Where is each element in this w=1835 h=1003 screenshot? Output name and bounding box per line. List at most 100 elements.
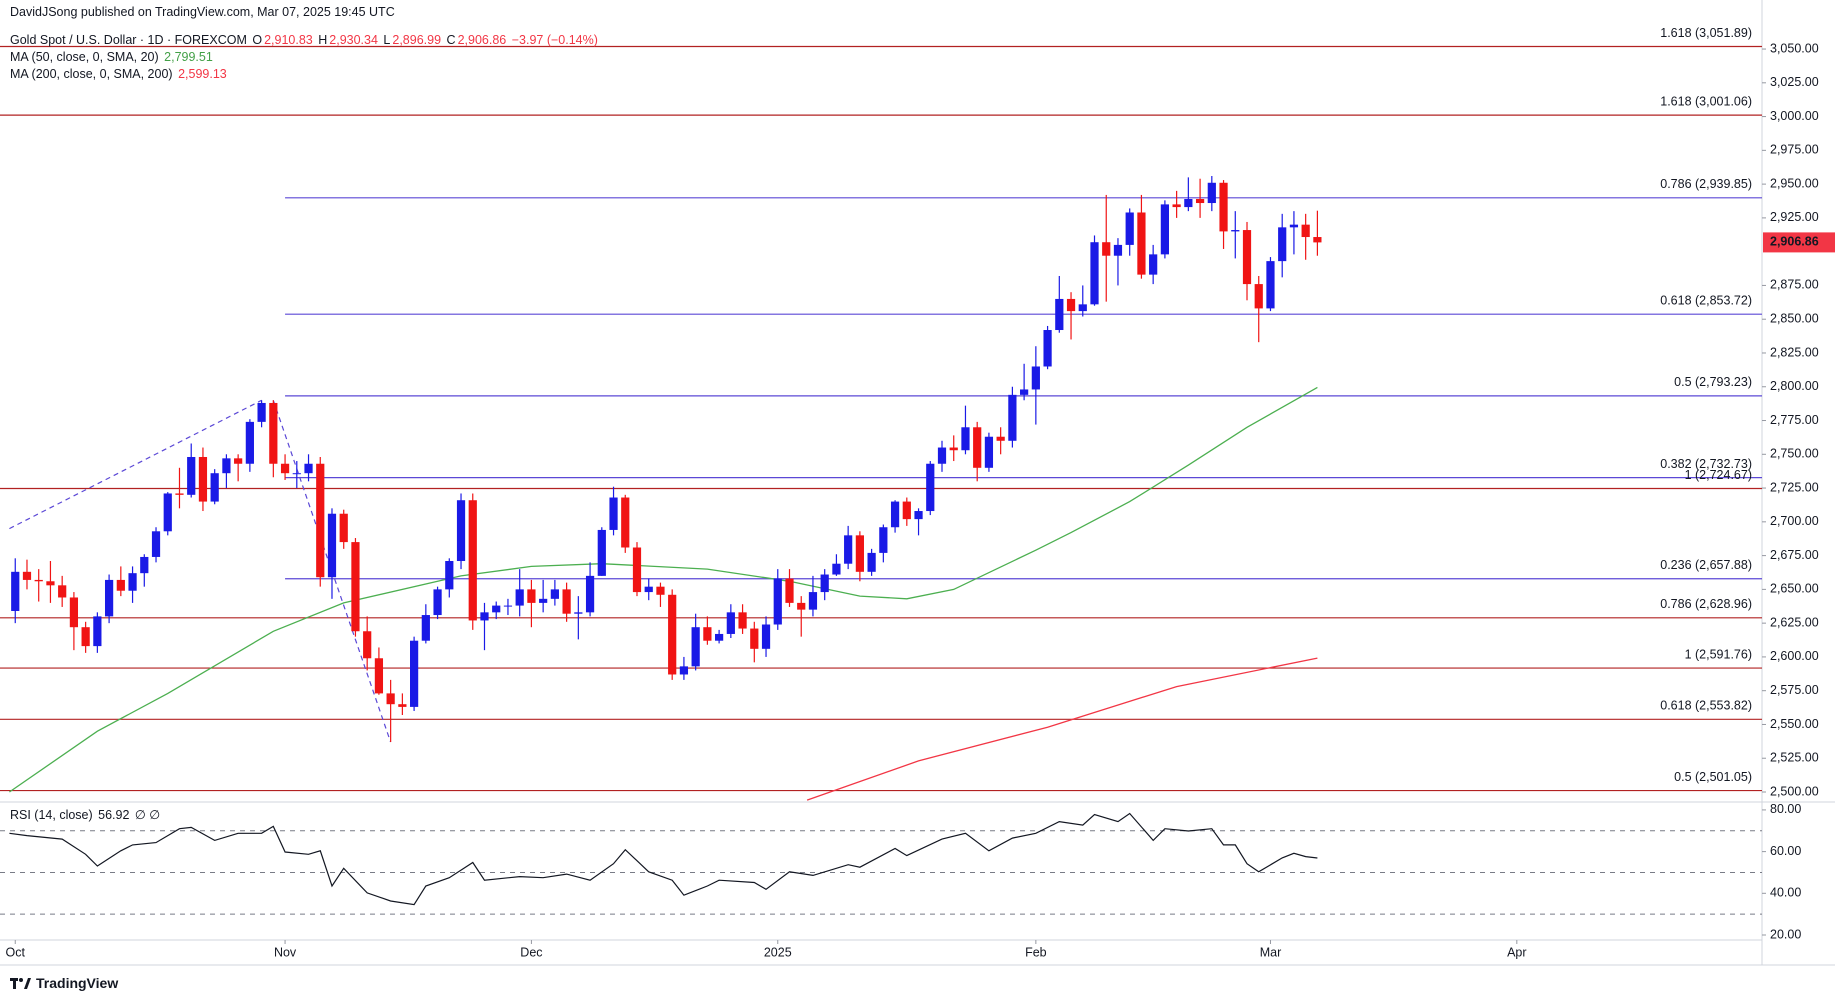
candle-body: [550, 589, 559, 599]
candle-body: [832, 563, 841, 575]
logo-icon: [10, 978, 31, 989]
candle-body: [327, 513, 337, 578]
candle-body: [1113, 244, 1123, 256]
candle-body: [1242, 230, 1252, 285]
ohlc-value: 2,910.83: [264, 33, 313, 47]
fib-label: 1.618 (3,051.89): [1660, 26, 1752, 40]
candle-body: [632, 547, 642, 593]
candle-body: [198, 456, 208, 502]
candle-body: [280, 463, 290, 474]
y-tick-label: 2,725.00: [1770, 480, 1819, 494]
y-tick-label: 2,600.00: [1770, 649, 1819, 663]
fib-label: 1.618 (3,001.06): [1660, 94, 1752, 108]
candle-body: [844, 535, 853, 564]
y-tick-label: 2,525.00: [1770, 751, 1819, 765]
rsi-line: [9, 812, 1318, 906]
fib-label: 0.5 (2,501.05): [1674, 770, 1752, 784]
candle-body: [926, 463, 935, 512]
ohlc-key: C: [446, 33, 456, 47]
candle-body: [175, 493, 184, 495]
candle-body: [1231, 230, 1240, 232]
fib-label: 1 (2,724.67): [1685, 468, 1752, 482]
y-tick-label: 2,750.00: [1770, 447, 1819, 461]
candle-body: [937, 447, 947, 464]
candle-body: [81, 627, 90, 647]
candle-body: [1031, 366, 1040, 390]
candle-body: [1125, 212, 1134, 245]
rsi-value: 56.92: [98, 808, 130, 822]
candle-body: [668, 594, 677, 675]
candle-body: [374, 658, 384, 694]
indicator-value: 2,599.13: [178, 67, 227, 81]
y-tick-label: 2,875.00: [1770, 278, 1819, 292]
candle-body: [1043, 330, 1052, 367]
candle-body: [855, 535, 864, 572]
y-tick-label: 3,050.00: [1770, 41, 1819, 55]
x-tick-label: Nov: [274, 945, 297, 959]
candle-body: [46, 581, 55, 586]
y-tick-label: 20.00: [1770, 927, 1801, 941]
candle-body: [1289, 224, 1299, 228]
candle-body: [363, 631, 372, 659]
candle-body: [984, 436, 994, 468]
candle-body: [1055, 298, 1064, 331]
candle-body: [468, 500, 477, 621]
symbol: Gold Spot / U.S. Dollar · 1D · FOREXCOM: [10, 33, 247, 47]
candle-body: [1149, 254, 1158, 275]
candle-body: [715, 633, 724, 641]
candle-body: [1195, 198, 1205, 204]
y-tick-label: 60.00: [1770, 844, 1801, 858]
candle-body: [1207, 182, 1216, 204]
candle-body: [1008, 394, 1017, 441]
candle-body: [574, 612, 583, 614]
x-tick-label: Feb: [1025, 945, 1047, 959]
candle-body: [867, 552, 876, 572]
candle-body: [1278, 227, 1287, 262]
indicator-name: MA (50, close, 0, SMA, 20): [10, 50, 159, 64]
moving-average: [806, 657, 1318, 801]
candle-body: [304, 463, 313, 474]
candle-body: [22, 571, 32, 580]
candle-body: [163, 493, 172, 532]
y-tick-label: 2,925.00: [1770, 210, 1819, 224]
indicator-legend: MA (200, close, 0, SMA, 200) 2,599.13: [10, 67, 229, 81]
candle-body: [539, 598, 548, 603]
y-tick-label: 2,700.00: [1770, 514, 1819, 528]
x-tick-label: Oct: [6, 945, 26, 959]
ohlc-value: 2,930.34: [329, 33, 378, 47]
fib-label: 0.786 (2,628.96): [1660, 597, 1752, 611]
candle-body: [433, 589, 442, 616]
y-tick-label: 40.00: [1770, 886, 1801, 900]
y-tick-label: 2,775.00: [1770, 413, 1819, 427]
candle-body: [785, 578, 794, 603]
candle-body: [140, 556, 149, 574]
candle-body: [269, 402, 278, 464]
candle-body: [128, 573, 137, 591]
y-tick-label: 2,800.00: [1770, 379, 1819, 393]
candle-body: [621, 497, 630, 548]
candle-body: [116, 579, 125, 591]
candle-body: [609, 497, 618, 530]
candle-body: [210, 473, 219, 502]
y-tick-label: 3,000.00: [1770, 109, 1819, 123]
candle-body: [1020, 389, 1029, 395]
candle-body: [257, 402, 266, 422]
candle-body: [351, 542, 360, 632]
candle-body: [292, 473, 301, 475]
candle-body: [480, 612, 489, 621]
y-tick-label: 2,625.00: [1770, 615, 1819, 629]
rsi-title: RSI (14, close): [10, 808, 93, 822]
y-tick-label: 2,975.00: [1770, 143, 1819, 157]
footer-logo: TradingView: [10, 975, 118, 991]
y-tick-label: 2,575.00: [1770, 683, 1819, 697]
candle-body: [761, 624, 771, 649]
x-tick-label: Mar: [1260, 945, 1282, 959]
y-tick-label: 2,825.00: [1770, 345, 1819, 359]
indicator-name: MA (200, close, 0, SMA, 200): [10, 67, 173, 81]
candle-body: [34, 579, 43, 582]
candle-body: [644, 586, 653, 593]
indicator-value: 2,799.51: [164, 50, 213, 64]
candle-body: [187, 456, 196, 495]
candle-body: [492, 605, 501, 613]
